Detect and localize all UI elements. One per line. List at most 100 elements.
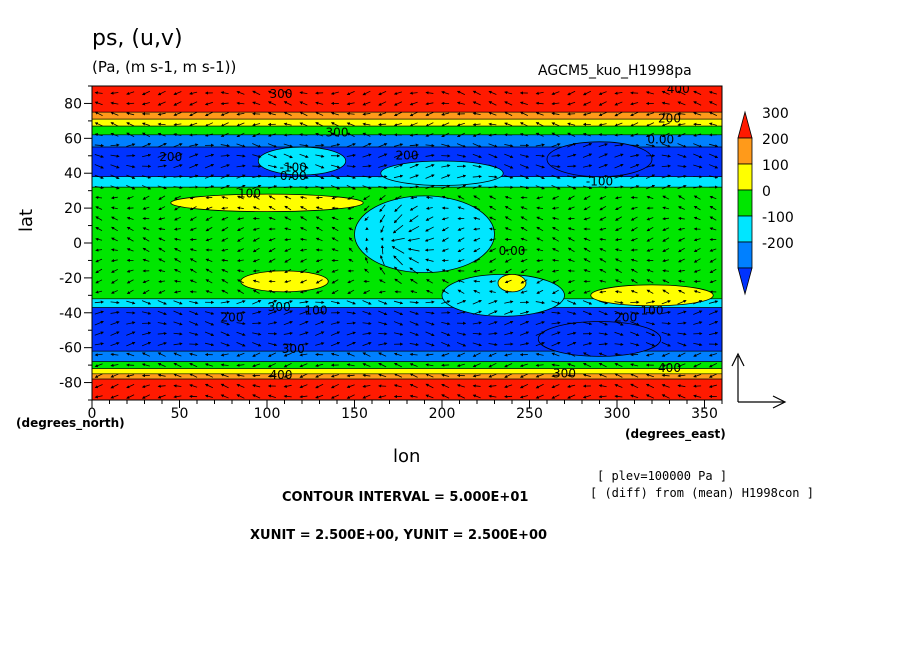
wind-vector-1138 xyxy=(677,384,686,388)
wind-vector-986 xyxy=(598,362,607,368)
wind-vector-732 xyxy=(473,216,481,220)
wind-vector-1151 xyxy=(693,205,701,211)
wind-vector-233 xyxy=(204,331,215,336)
wind-vector-188 xyxy=(189,174,199,179)
wind-vector-803 xyxy=(504,331,514,336)
wind-vector-69 xyxy=(126,185,136,190)
wind-vector-390 xyxy=(299,91,308,95)
wind-vector-538 xyxy=(362,384,371,388)
wind-vector-379 xyxy=(284,290,292,294)
wind-vector-319 xyxy=(252,289,260,294)
wind-vector-580 xyxy=(394,195,402,200)
wind-vector-539 xyxy=(362,394,371,399)
wind-vector-75 xyxy=(126,248,134,252)
wind-vector-170 xyxy=(173,300,183,305)
wind-vector-859 xyxy=(536,289,544,294)
wind-vector-490 xyxy=(347,195,355,200)
wind-vector-30 xyxy=(110,91,119,95)
x-tick-label-250: 250 xyxy=(516,406,543,422)
wind-vector-909 xyxy=(567,185,577,190)
wind-vector-821 xyxy=(520,206,528,210)
wind-vector-596 xyxy=(393,362,403,368)
wind-vector-403 xyxy=(300,227,307,231)
plev-note: [ plev=100000 Pa ] xyxy=(597,469,728,483)
wind-vector-153 xyxy=(173,122,182,127)
wind-vector-406 xyxy=(300,258,307,263)
wind-vector-385 xyxy=(283,352,292,357)
wind-vector-885 xyxy=(552,248,559,252)
wind-vector-155 xyxy=(173,143,183,148)
wind-vector-462 xyxy=(331,216,339,221)
wind-vector-783 xyxy=(504,122,513,126)
wind-vector-1130 xyxy=(677,299,687,305)
wind-vector-625 xyxy=(409,352,418,357)
wind-vector-1120 xyxy=(678,195,685,200)
colorbar-cap-top xyxy=(737,110,753,139)
contour-label-18: 400 xyxy=(270,368,293,382)
wind-vector-60 xyxy=(126,91,135,95)
wind-vector-946 xyxy=(583,258,591,263)
wind-vector-44 xyxy=(111,237,118,242)
wind-vector-903 xyxy=(567,122,576,126)
wind-vector-897 xyxy=(551,374,560,378)
wind-vector-819 xyxy=(519,185,530,190)
wind-vector-489 xyxy=(346,185,356,190)
wind-vector-583 xyxy=(392,224,404,234)
wind-vector-95 xyxy=(141,143,152,148)
wind-vector-969 xyxy=(598,185,608,189)
wind-vector-1181 xyxy=(709,205,717,211)
wind-vector-556 xyxy=(380,254,385,266)
wind-vector-766 xyxy=(489,258,496,263)
wind-vector-1005 xyxy=(614,248,622,252)
wind-vector-659 xyxy=(425,394,434,399)
wind-vector-877 xyxy=(551,164,561,169)
wind-vector-182 xyxy=(189,111,198,117)
wind-vector-48 xyxy=(111,279,118,284)
wind-vector-392 xyxy=(299,111,308,117)
wind-vector-866 xyxy=(535,363,544,367)
wind-vector-693 xyxy=(456,122,465,127)
wind-vector-162 xyxy=(174,216,181,221)
wind-vector-370 xyxy=(284,195,292,200)
wind-vector-924 xyxy=(567,341,577,347)
wind-vector-291 xyxy=(236,310,246,315)
y-tick-label-0: 0 xyxy=(73,236,82,252)
wind-vector-349 xyxy=(268,290,276,294)
wind-vector-951 xyxy=(582,310,593,316)
wind-vector-939 xyxy=(582,185,593,190)
y-tick-label--60: -60 xyxy=(59,341,82,357)
wind-vector-901 xyxy=(567,101,576,106)
wind-vector-1009 xyxy=(614,290,622,294)
wind-vector-73 xyxy=(126,227,134,232)
wind-vector-708 xyxy=(457,279,465,283)
lat-band-11 xyxy=(92,361,722,369)
wind-vector-1090 xyxy=(662,195,670,200)
wind-vector-369 xyxy=(283,185,293,189)
wind-vector-667 xyxy=(441,164,451,168)
wind-vector-782 xyxy=(504,111,513,117)
wind-vector-1041 xyxy=(630,311,640,315)
wind-vector-147 xyxy=(157,373,166,377)
wind-vector-605 xyxy=(409,143,419,147)
wind-vector-282 xyxy=(236,217,244,221)
wind-vector-477 xyxy=(330,374,339,378)
wind-vector-665 xyxy=(441,143,451,148)
wind-vector-136 xyxy=(158,258,166,263)
wind-vector-514 xyxy=(362,132,371,137)
anomaly-patch-9 xyxy=(537,321,662,357)
wind-vector-367 xyxy=(283,164,293,169)
wind-vector-174 xyxy=(173,342,183,346)
wind-vector-1038 xyxy=(630,279,638,284)
wind-vector-507 xyxy=(346,374,355,378)
wind-vector-23 xyxy=(94,331,104,336)
wind-vector-1088 xyxy=(661,174,671,179)
wind-vector-315 xyxy=(252,247,260,253)
wind-vector-42 xyxy=(111,216,118,221)
wind-vector-848 xyxy=(535,174,545,180)
wind-vector-141 xyxy=(157,310,167,316)
wind-vector-31 xyxy=(110,101,119,105)
wind-vector-468 xyxy=(331,279,339,284)
wind-vector-133 xyxy=(158,227,166,231)
wind-vector-562 xyxy=(378,321,388,326)
wind-vector-134 xyxy=(158,237,166,242)
